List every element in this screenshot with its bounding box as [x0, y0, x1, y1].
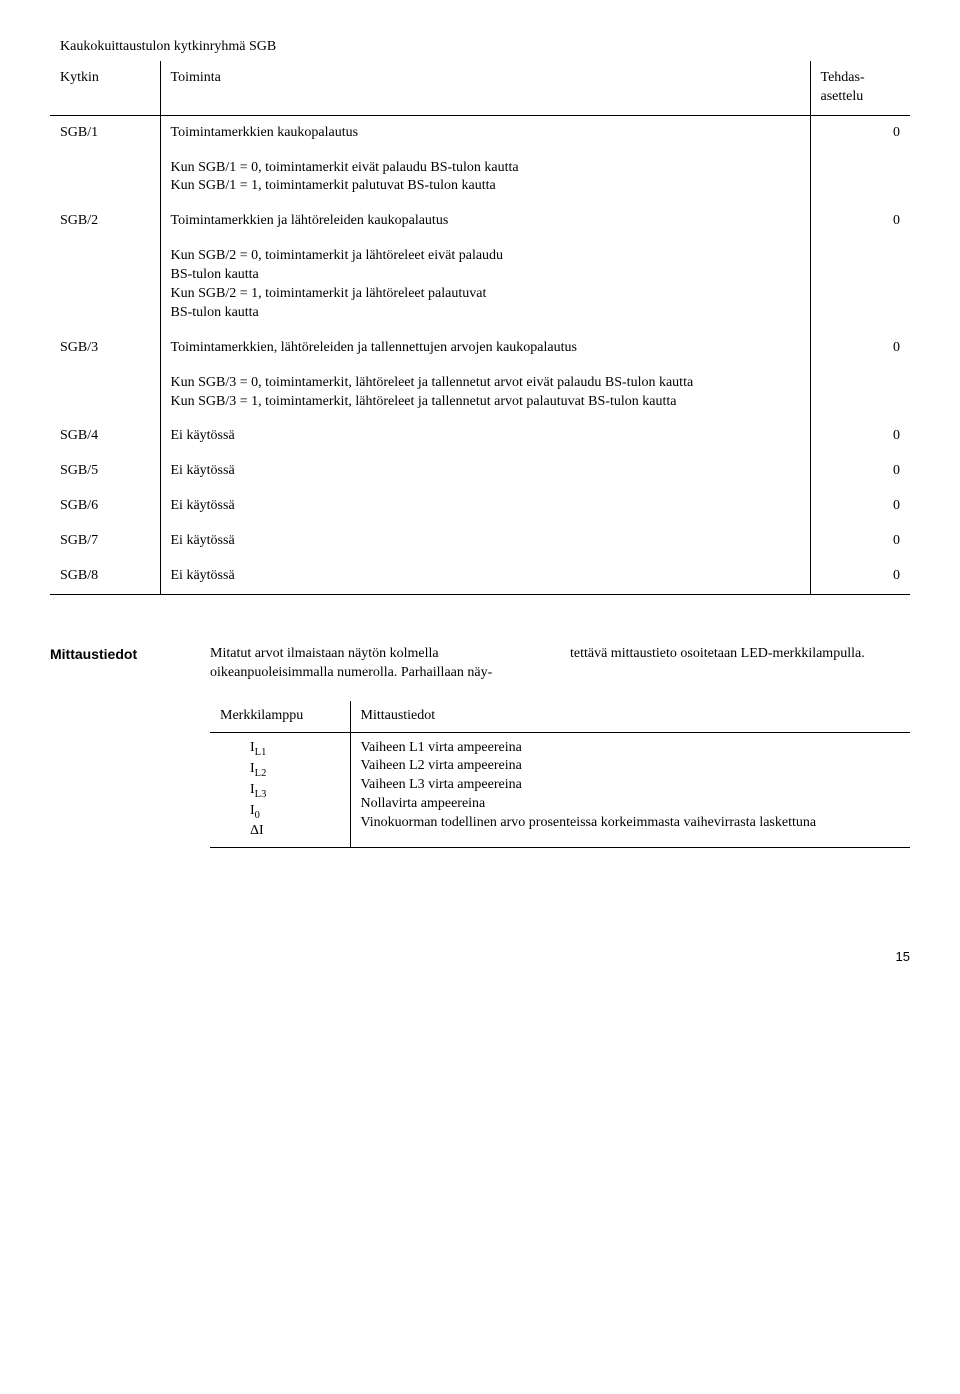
sgb7-val: 0 [810, 524, 910, 559]
measurement-text-right: tettävä mittaustieto osoitetaan LED-merk… [570, 645, 910, 683]
table-title: Kaukokuittaustulon kytkinryhmä SGB [50, 30, 910, 61]
sgb2-desc: Kun SGB/2 = 0, toimintamerkit ja lähtöre… [160, 239, 810, 331]
sgb1-desc: Kun SGB/1 = 0, toimintamerkit eivät pala… [160, 151, 810, 205]
sgb7-func: Ei käytössä [160, 524, 810, 559]
sgb4-switch: SGB/4 [50, 419, 160, 454]
sgb3-func: Toimintamerkkien, lähtöreleiden ja talle… [160, 331, 810, 366]
sgb8-func: Ei käytössä [160, 559, 810, 594]
sgb5-switch: SGB/5 [50, 454, 160, 489]
sgb4-func: Ei käytössä [160, 419, 810, 454]
sgb6-val: 0 [810, 489, 910, 524]
header-default: Tehdas- asettelu [810, 61, 910, 115]
sgb-switch-table: Kaukokuittaustulon kytkinryhmä SGB Kytki… [50, 30, 910, 595]
page-number: 15 [50, 948, 910, 966]
mt-header-info: Mittaustiedot [350, 701, 910, 732]
sgb6-switch: SGB/6 [50, 489, 160, 524]
sgb5-func: Ei käytössä [160, 454, 810, 489]
sgb2-val: 0 [810, 204, 910, 239]
sgb2-switch: SGB/2 [50, 204, 160, 239]
header-function: Toiminta [160, 61, 810, 115]
measurement-text-left: Mitatut arvot ilmaistaan näytön kolmella… [210, 645, 550, 683]
sgb4-val: 0 [810, 419, 910, 454]
sgb3-switch: SGB/3 [50, 331, 160, 366]
sgb8-val: 0 [810, 559, 910, 594]
mt-info-col: Vaiheen L1 virta ampeereina Vaiheen L2 v… [350, 732, 910, 848]
measurement-table: Merkkilamppu Mittaustiedot IL1 IL2 IL3 I… [210, 701, 910, 849]
measurement-section: Mittaustiedot Mitatut arvot ilmaistaan n… [50, 645, 910, 848]
mt-lamp-col: IL1 IL2 IL3 I0 ΔI [210, 732, 350, 848]
sgb8-switch: SGB/8 [50, 559, 160, 594]
header-switch: Kytkin [50, 61, 160, 115]
sgb1-val: 0 [810, 115, 910, 150]
sgb5-val: 0 [810, 454, 910, 489]
sgb3-val: 0 [810, 331, 910, 366]
measurement-label: Mittaustiedot [50, 645, 180, 848]
sgb2-func: Toimintamerkkien ja lähtöreleiden kaukop… [160, 204, 810, 239]
sgb1-func: Toimintamerkkien kaukopalautus [160, 115, 810, 150]
sgb6-func: Ei käytössä [160, 489, 810, 524]
sgb1-switch: SGB/1 [50, 115, 160, 150]
sgb7-switch: SGB/7 [50, 524, 160, 559]
mt-header-lamp: Merkkilamppu [210, 701, 350, 732]
sgb3-desc: Kun SGB/3 = 0, toimintamerkit, lähtörele… [160, 366, 810, 420]
